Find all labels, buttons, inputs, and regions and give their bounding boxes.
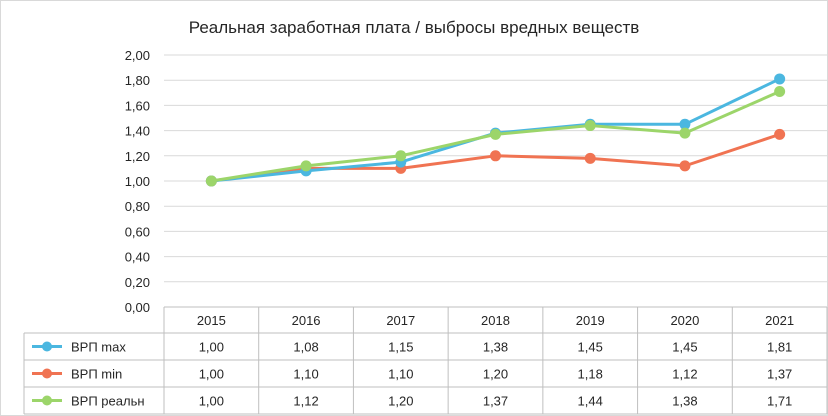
legend-entry: ВРП max bbox=[71, 340, 126, 355]
data-table-value: 1,00 bbox=[199, 340, 224, 355]
data-table-value: 1,10 bbox=[388, 367, 413, 382]
x-category-label: 2017 bbox=[386, 313, 415, 328]
y-tick-label: 0,00 bbox=[125, 300, 150, 315]
y-tick-label: 0,40 bbox=[125, 250, 150, 265]
y-tick-label: 0,20 bbox=[125, 275, 150, 290]
data-point bbox=[205, 175, 217, 187]
data-table-value: 1,37 bbox=[483, 394, 508, 409]
data-point bbox=[490, 128, 501, 140]
data-point bbox=[679, 160, 691, 172]
data-table-value: 1,08 bbox=[293, 340, 318, 355]
data-table-value: 1,45 bbox=[578, 340, 603, 355]
x-category-label: 2018 bbox=[481, 313, 510, 328]
y-tick-label: 1,60 bbox=[125, 98, 150, 113]
data-table-value: 1,71 bbox=[767, 394, 792, 409]
data-point bbox=[679, 118, 691, 130]
data-point bbox=[774, 73, 786, 85]
y-tick-label: 1,00 bbox=[125, 174, 150, 189]
data-point bbox=[395, 150, 407, 162]
legend-entry: ВРП min bbox=[71, 367, 122, 382]
data-point bbox=[300, 160, 312, 172]
y-tick-label: 2,00 bbox=[125, 48, 150, 63]
data-point bbox=[584, 120, 596, 132]
data-table-value: 1,38 bbox=[483, 340, 508, 355]
x-category-label: 2016 bbox=[292, 313, 321, 328]
data-table-value: 1,44 bbox=[578, 394, 603, 409]
data-table-value: 1,12 bbox=[672, 367, 697, 382]
data-table-value: 1,37 bbox=[767, 367, 792, 382]
data-table-value: 1,38 bbox=[672, 394, 697, 409]
x-category-label: 2015 bbox=[197, 313, 226, 328]
data-table-value: 1,10 bbox=[293, 367, 318, 382]
data-point bbox=[490, 150, 501, 162]
data-table-value: 1,15 bbox=[388, 340, 413, 355]
legend-key-marker bbox=[42, 368, 52, 379]
gridlines bbox=[164, 54, 827, 283]
data-point bbox=[679, 127, 691, 139]
y-axis-ticks: 0,00 0,20 0,40 0,60 0,80 1,00 1,20 1,40 1,60 1,80… bbox=[125, 48, 150, 315]
chart-title: Реальная заработная плата / выбросы вред… bbox=[188, 18, 640, 37]
series-lines bbox=[205, 73, 786, 187]
data-table: 2015 2016 2017 2018 2019 2020 2021 ВРП max 1,00 1… bbox=[23, 306, 828, 415]
y-tick-label: 0,60 bbox=[125, 224, 150, 239]
data-point bbox=[774, 86, 786, 98]
x-category-label: 2021 bbox=[765, 313, 794, 328]
y-tick-label: 1,80 bbox=[125, 73, 150, 88]
data-table-value: 1,00 bbox=[199, 367, 224, 382]
legend-key-marker bbox=[42, 341, 52, 352]
data-table-value: 1,00 bbox=[199, 394, 224, 409]
data-table-value: 1,18 bbox=[578, 367, 603, 382]
data-table-value: 1,20 bbox=[483, 367, 508, 382]
x-category-label: 2019 bbox=[576, 313, 605, 328]
legend-entry: ВРП реальн bbox=[71, 394, 145, 409]
legend-key-marker bbox=[42, 395, 52, 406]
data-point bbox=[584, 152, 596, 164]
data-table-value: 1,12 bbox=[293, 394, 318, 409]
data-table-value: 1,45 bbox=[672, 340, 697, 355]
y-tick-label: 1,40 bbox=[125, 124, 150, 139]
data-table-value: 1,20 bbox=[388, 394, 413, 409]
y-tick-label: 1,20 bbox=[125, 149, 150, 164]
data-table-value: 1,81 bbox=[767, 340, 792, 355]
x-category-label: 2020 bbox=[670, 313, 699, 328]
y-tick-label: 0,80 bbox=[125, 199, 150, 214]
data-point bbox=[774, 128, 786, 140]
